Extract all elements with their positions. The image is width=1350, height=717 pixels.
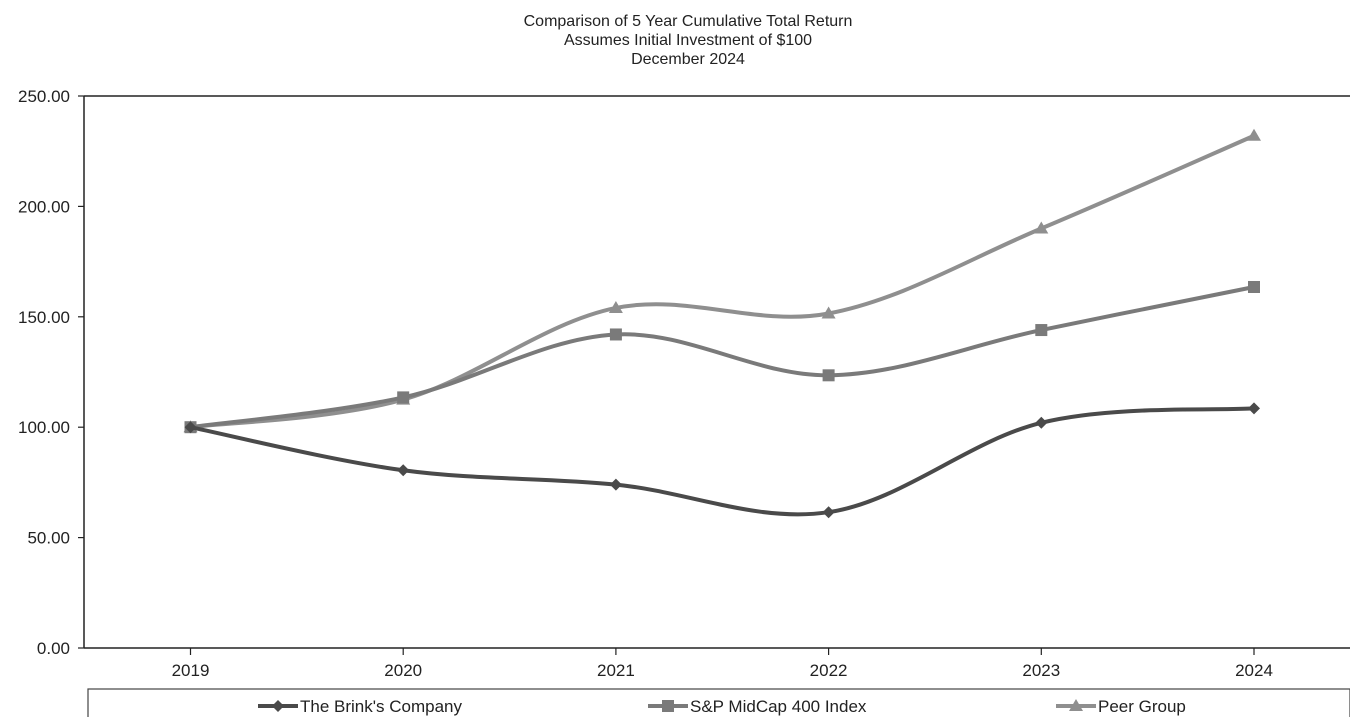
legend-label: The Brink's Company	[300, 697, 462, 716]
data-point	[184, 421, 197, 434]
legend-item[interactable]: S&P MidCap 400 Index	[648, 697, 867, 716]
data-point	[1035, 416, 1048, 429]
data-point	[609, 328, 622, 341]
data-point	[1035, 324, 1048, 337]
legend-marker	[662, 700, 674, 712]
x-axis-ticks: 2019 2020 2021 2022 2023 2024	[172, 648, 1273, 680]
data-point	[397, 464, 410, 477]
x-tick-label: 2020	[384, 661, 422, 680]
data-point	[1248, 402, 1260, 415]
legend-label: S&P MidCap 400 Index	[690, 697, 867, 716]
legend-marker	[272, 700, 284, 712]
y-tick-label: 150.00	[18, 308, 70, 327]
data-point	[1247, 128, 1261, 141]
chart-title-block: Comparison of 5 Year Cumulative Total Re…	[0, 12, 1350, 69]
data-point	[821, 306, 836, 319]
data-point	[1034, 221, 1049, 234]
series-diamond	[184, 402, 1260, 519]
series-triangle	[183, 128, 1261, 433]
data-point	[608, 300, 623, 313]
legend-label: Peer Group	[1098, 697, 1186, 716]
data-point	[1248, 280, 1260, 293]
y-tick-label: 250.00	[18, 87, 70, 106]
x-tick-label: 2022	[810, 661, 848, 680]
chart-legend[interactable]: The Brink's Company S&P MidCap 400 Index P…	[87, 688, 1350, 717]
x-tick-label: 2023	[1022, 661, 1060, 680]
legend-box	[87, 688, 1350, 717]
chart-subtitle-2: December 2024	[631, 51, 745, 68]
y-tick-label: 100.00	[18, 418, 70, 437]
x-tick-label: 2021	[597, 661, 635, 680]
series-line	[188, 133, 1256, 430]
series-line	[188, 284, 1256, 430]
y-tick-label: 200.00	[18, 197, 70, 216]
data-point	[822, 369, 835, 382]
series-line	[188, 406, 1256, 517]
chart-title: Comparison of 5 Year Cumulative Total Re…	[523, 13, 853, 30]
data-point	[609, 478, 622, 491]
legend-marker	[1069, 699, 1083, 711]
y-tick-label: 0.00	[37, 639, 70, 658]
y-axis-ticks: 250.00 200.00 150.00 100.00 50.00 0.00	[18, 87, 84, 658]
chart-subtitle-1: Assumes Initial Investment of $100	[563, 32, 813, 49]
chart-axes	[83, 95, 1350, 649]
x-tick-label: 2024	[1235, 661, 1273, 680]
legend-item[interactable]: Peer Group	[1056, 697, 1186, 716]
legend-item[interactable]: The Brink's Company	[258, 697, 462, 716]
data-point	[397, 391, 410, 404]
x-tick-label: 2019	[172, 661, 210, 680]
y-tick-label: 50.00	[27, 529, 70, 548]
data-point	[822, 506, 835, 519]
chart-series	[183, 128, 1261, 519]
